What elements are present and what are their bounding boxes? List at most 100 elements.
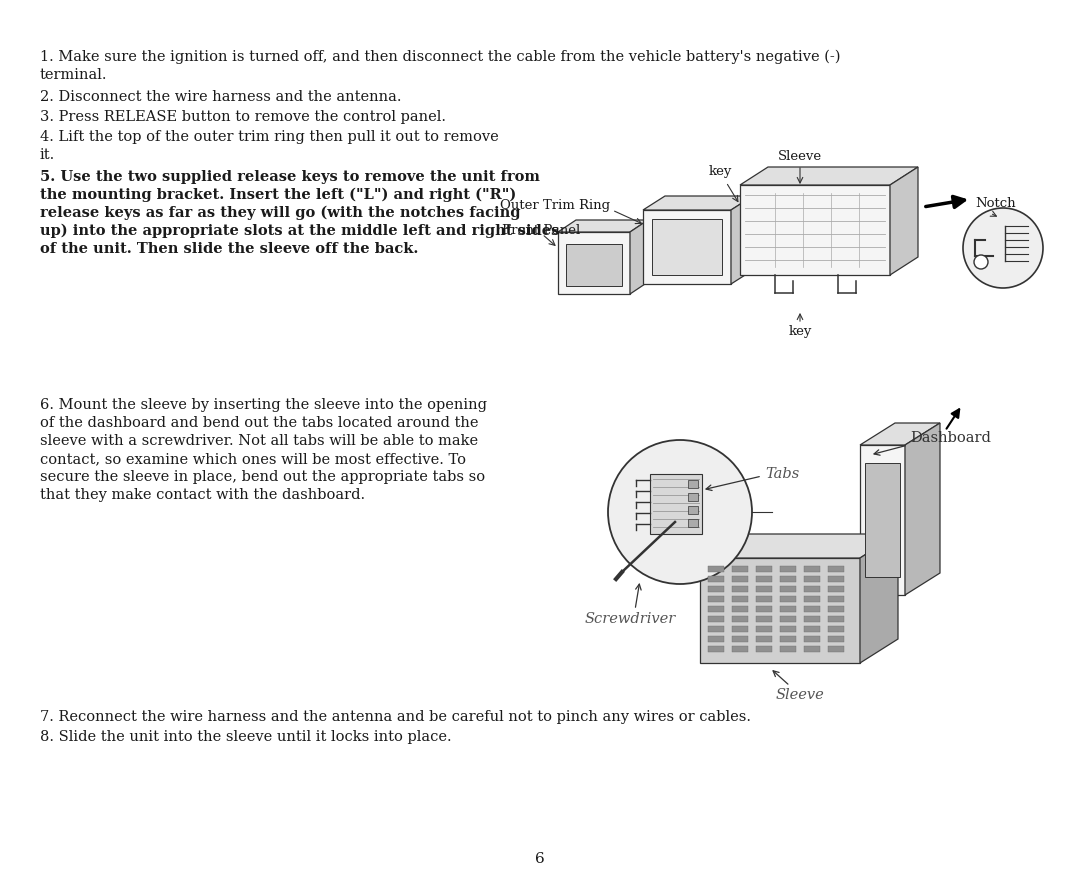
Polygon shape (756, 646, 772, 652)
Polygon shape (732, 596, 748, 602)
Text: 4. Lift the top of the outer trim ring then pull it out to remove: 4. Lift the top of the outer trim ring t… (40, 130, 499, 144)
Polygon shape (780, 566, 796, 572)
Polygon shape (804, 646, 820, 652)
Polygon shape (804, 566, 820, 572)
Polygon shape (700, 534, 897, 558)
Polygon shape (700, 558, 860, 663)
Text: Dashboard: Dashboard (910, 431, 990, 445)
Polygon shape (756, 626, 772, 632)
Polygon shape (708, 576, 724, 582)
Polygon shape (708, 626, 724, 632)
Polygon shape (708, 616, 724, 622)
Polygon shape (708, 606, 724, 612)
Text: terminal.: terminal. (40, 68, 108, 82)
Polygon shape (756, 596, 772, 602)
Polygon shape (756, 576, 772, 582)
Polygon shape (732, 646, 748, 652)
Polygon shape (865, 463, 900, 577)
Polygon shape (643, 196, 753, 210)
Text: release keys as far as they will go (with the notches facing: release keys as far as they will go (wit… (40, 206, 521, 221)
Text: Outer Trim Ring: Outer Trim Ring (500, 200, 610, 213)
Polygon shape (804, 596, 820, 602)
Polygon shape (828, 586, 843, 592)
Text: up) into the appropriate slots at the middle left and right sides: up) into the appropriate slots at the mi… (40, 224, 559, 238)
Text: the mounting bracket. Insert the left ("L") and right ("R"): the mounting bracket. Insert the left ("… (40, 188, 516, 202)
Text: 5. Use the two supplied release keys to remove the unit from: 5. Use the two supplied release keys to … (40, 170, 540, 184)
Polygon shape (731, 196, 753, 284)
Polygon shape (780, 576, 796, 582)
Text: Front Panel: Front Panel (502, 223, 580, 237)
Text: 7. Reconnect the wire harness and the antenna and be careful not to pinch any wi: 7. Reconnect the wire harness and the an… (40, 710, 751, 724)
Polygon shape (558, 220, 648, 232)
Text: Tabs: Tabs (765, 467, 799, 481)
Polygon shape (630, 220, 648, 294)
Polygon shape (756, 586, 772, 592)
Polygon shape (643, 210, 731, 284)
Polygon shape (828, 646, 843, 652)
Polygon shape (860, 423, 940, 445)
Polygon shape (780, 636, 796, 642)
Polygon shape (828, 616, 843, 622)
Polygon shape (708, 646, 724, 652)
Circle shape (608, 440, 752, 584)
Polygon shape (740, 185, 890, 275)
Text: key: key (788, 325, 812, 338)
Polygon shape (732, 566, 748, 572)
Polygon shape (828, 626, 843, 632)
Polygon shape (780, 606, 796, 612)
Text: sleeve with a screwdriver. Not all tabs will be able to make: sleeve with a screwdriver. Not all tabs … (40, 434, 478, 448)
Text: Sleeve: Sleeve (778, 150, 822, 163)
Polygon shape (780, 616, 796, 622)
Polygon shape (688, 493, 698, 501)
Polygon shape (756, 566, 772, 572)
Polygon shape (828, 636, 843, 642)
Polygon shape (708, 636, 724, 642)
Text: 6: 6 (535, 852, 545, 866)
Text: key: key (708, 165, 731, 178)
Polygon shape (732, 576, 748, 582)
Polygon shape (740, 167, 918, 185)
Polygon shape (860, 534, 897, 663)
Polygon shape (828, 566, 843, 572)
Polygon shape (732, 586, 748, 592)
Polygon shape (860, 445, 905, 595)
Text: 3. Press RELEASE button to remove the control panel.: 3. Press RELEASE button to remove the co… (40, 110, 446, 124)
Polygon shape (804, 626, 820, 632)
Polygon shape (688, 480, 698, 488)
Polygon shape (828, 576, 843, 582)
Polygon shape (780, 596, 796, 602)
Polygon shape (732, 636, 748, 642)
Text: secure the sleeve in place, bend out the appropriate tabs so: secure the sleeve in place, bend out the… (40, 470, 485, 484)
Text: 2. Disconnect the wire harness and the antenna.: 2. Disconnect the wire harness and the a… (40, 90, 402, 104)
Text: it.: it. (40, 148, 55, 162)
Text: that they make contact with the dashboard.: that they make contact with the dashboar… (40, 488, 365, 502)
Polygon shape (804, 576, 820, 582)
Polygon shape (688, 519, 698, 527)
Text: 6. Mount the sleeve by inserting the sleeve into the opening: 6. Mount the sleeve by inserting the sle… (40, 398, 487, 412)
Polygon shape (756, 616, 772, 622)
Text: Screwdriver: Screwdriver (584, 612, 676, 626)
Polygon shape (780, 626, 796, 632)
Polygon shape (650, 474, 702, 534)
Polygon shape (732, 626, 748, 632)
Polygon shape (566, 244, 622, 286)
Polygon shape (708, 566, 724, 572)
Polygon shape (780, 586, 796, 592)
Polygon shape (756, 606, 772, 612)
Text: of the dashboard and bend out the tabs located around the: of the dashboard and bend out the tabs l… (40, 416, 478, 430)
Polygon shape (804, 616, 820, 622)
Polygon shape (890, 167, 918, 275)
Circle shape (974, 255, 988, 269)
Polygon shape (780, 646, 796, 652)
Polygon shape (804, 636, 820, 642)
Circle shape (963, 208, 1043, 288)
Polygon shape (708, 586, 724, 592)
Polygon shape (732, 606, 748, 612)
Polygon shape (828, 606, 843, 612)
Polygon shape (804, 606, 820, 612)
Text: Notch: Notch (975, 197, 1015, 210)
Text: 8. Slide the unit into the sleeve until it locks into place.: 8. Slide the unit into the sleeve until … (40, 730, 451, 744)
Text: of the unit. Then slide the sleeve off the back.: of the unit. Then slide the sleeve off t… (40, 242, 418, 256)
Polygon shape (652, 219, 723, 275)
Text: Sleeve: Sleeve (775, 688, 824, 702)
